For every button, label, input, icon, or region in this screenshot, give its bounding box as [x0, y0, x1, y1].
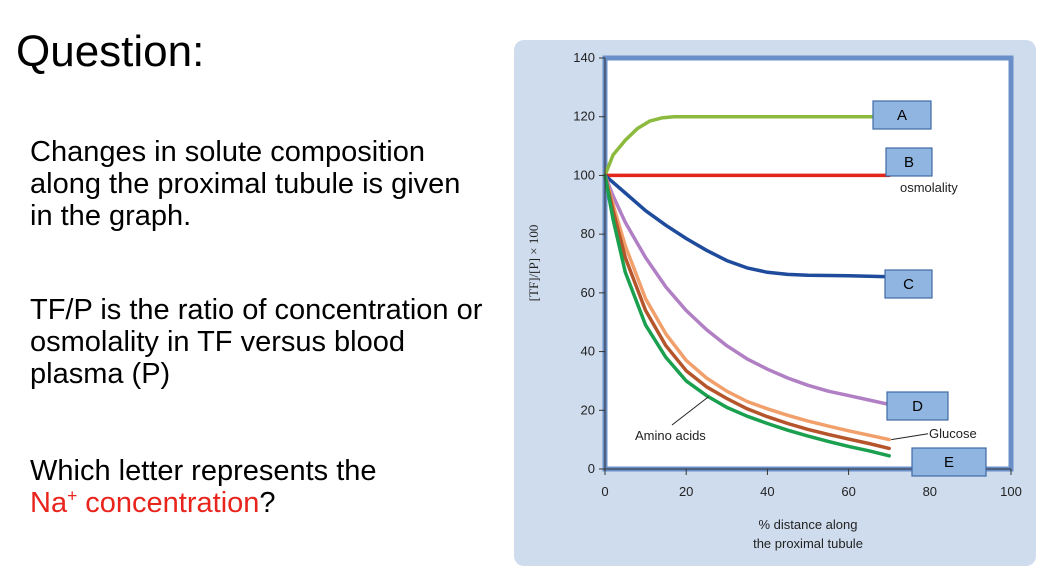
- x-tick-label: 0: [601, 484, 608, 499]
- y-tick-label: 80: [581, 226, 595, 241]
- label-box-text-b: B: [904, 154, 914, 171]
- label-box-a: [872, 100, 932, 130]
- y-tick-label: 140: [573, 50, 595, 65]
- annotation-amino-leader: [671, 396, 709, 426]
- page-title: Question:: [16, 27, 205, 76]
- intro-paragraph: Changes in solute composition along the …: [30, 136, 461, 232]
- label-box-c: [884, 269, 933, 299]
- label-box-text-a: A: [897, 107, 907, 124]
- series-line-amino-acids: [603, 173, 891, 458]
- series-line-e: [603, 173, 891, 451]
- highlight-charge: +: [67, 485, 78, 506]
- series-line-a: [603, 114, 891, 178]
- x-tick-label: 60: [841, 484, 855, 499]
- label-box-d: [886, 391, 949, 421]
- y-tick-label: 60: [581, 285, 595, 300]
- chart-series: [603, 114, 891, 458]
- x-tick-label: 80: [923, 484, 937, 499]
- y-tick-label: 20: [581, 402, 595, 417]
- y-axis-label: [TF]/[P] × 100: [526, 225, 541, 302]
- series-line-glucose: [603, 173, 891, 442]
- chart-box-labels: A B C D E: [872, 100, 987, 477]
- highlight-concentration: concentration: [77, 487, 260, 519]
- y-tick-label: 0: [588, 461, 595, 476]
- series-line-c: [603, 173, 891, 279]
- question-mark: ?: [259, 487, 276, 519]
- x-tick-label: 100: [1000, 484, 1022, 499]
- label-box-text-c: C: [903, 276, 914, 293]
- chart-axes: 0 20 40 60 80 100 120 140 0 20 40 60 80 100 % distance…: [526, 50, 1022, 551]
- question-line-1: Which letter represents the: [30, 455, 377, 487]
- annotation-amino-acids: Amino acids: [635, 428, 706, 443]
- x-axis-label-line: the proximal tubule: [753, 536, 863, 551]
- plot-area-frame: [602, 55, 1014, 472]
- chart-annotations: osmolality Glucose Amino acids: [635, 180, 977, 443]
- label-box-text-d: D: [912, 398, 923, 415]
- x-tick-label: 40: [760, 484, 774, 499]
- definition-paragraph: TF/P is the ratio of concentration or os…: [30, 294, 483, 390]
- chart-frame: [602, 55, 1014, 472]
- x-tick-label: 20: [679, 484, 693, 499]
- x-axis-label-line: % distance along: [758, 517, 857, 532]
- label-box-e: [911, 447, 987, 477]
- question-paragraph: Which letter represents the Na+ concentr…: [30, 455, 490, 519]
- label-box-text-e: E: [944, 454, 954, 471]
- label-box-b: [885, 147, 933, 177]
- y-tick-label: 100: [573, 167, 595, 182]
- annotation-osmolality: osmolality: [900, 180, 958, 195]
- y-tick-label: 120: [573, 109, 595, 124]
- annotation-glucose: Glucose: [929, 426, 977, 441]
- annotation-glucose-leader: [891, 433, 929, 441]
- highlight-na: Na: [30, 487, 68, 519]
- series-line-d: [603, 173, 891, 407]
- y-tick-label: 40: [581, 344, 595, 359]
